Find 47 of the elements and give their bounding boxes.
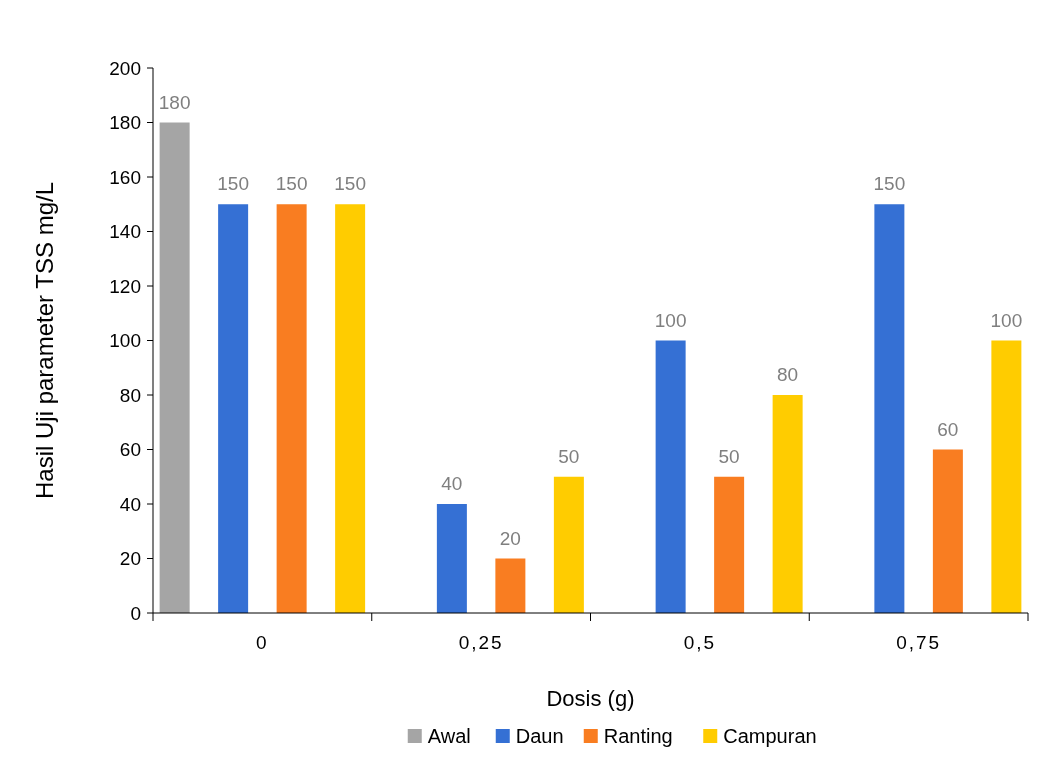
bar xyxy=(159,122,190,613)
y-tick-label: 160 xyxy=(109,166,141,188)
x-tick-label: 0,5 xyxy=(683,632,717,653)
data-label: 150 xyxy=(275,173,308,195)
bar xyxy=(655,340,686,613)
legend-label: Campuran xyxy=(723,725,817,747)
bar xyxy=(714,476,745,613)
data-label: 150 xyxy=(873,173,906,195)
bar xyxy=(932,449,963,613)
data-label: 40 xyxy=(441,473,463,494)
y-tick-label: 80 xyxy=(119,384,141,406)
bar xyxy=(772,395,803,613)
x-axis-title: Dosis (g) xyxy=(546,686,635,711)
y-tick-label: 200 xyxy=(109,57,141,79)
y-axis-title: Hasil Uji parameter TSS mg/L xyxy=(31,182,58,499)
data-label: 100 xyxy=(990,309,1023,331)
legend-label: Ranting xyxy=(603,725,673,747)
legend-label: Awal xyxy=(427,725,471,747)
bar xyxy=(276,204,307,613)
bar xyxy=(436,504,467,613)
data-label: 60 xyxy=(937,418,959,440)
data-label: 180 xyxy=(158,91,191,113)
y-tick-label: 180 xyxy=(109,112,141,134)
data-label: 100 xyxy=(654,309,687,331)
y-tick-label: 60 xyxy=(119,439,141,461)
x-tick-label: 0 xyxy=(256,632,269,653)
y-tick-label: 0 xyxy=(130,602,141,624)
bar xyxy=(335,204,366,613)
data-label: 80 xyxy=(777,364,799,385)
x-tick-label: 0,25 xyxy=(458,632,504,653)
y-tick-label: 100 xyxy=(109,330,141,352)
bar xyxy=(218,204,249,613)
legend-label: Daun xyxy=(515,725,564,747)
data-label: 20 xyxy=(499,527,521,549)
x-tick-label: 0,75 xyxy=(896,632,942,653)
y-tick-label: 140 xyxy=(109,221,141,243)
data-label: 150 xyxy=(217,173,249,195)
bar xyxy=(874,204,905,613)
y-tick-label: 120 xyxy=(109,275,141,297)
data-label: 150 xyxy=(334,173,366,195)
y-tick-label: 40 xyxy=(119,493,141,515)
y-tick-label: 20 xyxy=(119,548,141,570)
data-label: 50 xyxy=(718,445,740,467)
bar xyxy=(553,476,584,613)
bar xyxy=(991,340,1022,613)
bar xyxy=(495,558,526,613)
data-label: 50 xyxy=(558,445,580,467)
